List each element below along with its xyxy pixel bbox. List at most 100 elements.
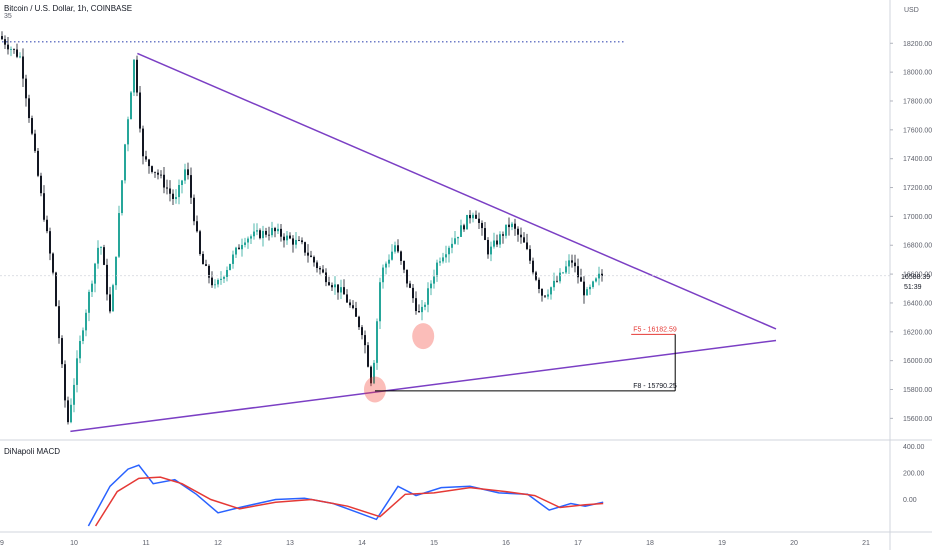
y-tick-label: 17000.00 xyxy=(903,214,932,221)
candle-body xyxy=(553,280,555,288)
candle-body xyxy=(520,234,522,238)
candle-body xyxy=(292,238,294,245)
candle-body xyxy=(592,281,594,287)
candle-body xyxy=(502,234,504,236)
candle-body xyxy=(355,308,357,317)
candle-body xyxy=(349,302,351,306)
candle-body xyxy=(370,366,372,384)
candle-body xyxy=(97,247,99,264)
candle-body xyxy=(307,252,309,256)
candle-body xyxy=(262,230,264,239)
candle-body xyxy=(322,269,324,273)
candle-body xyxy=(289,235,291,239)
candle-body xyxy=(49,231,51,254)
candle-body xyxy=(166,187,168,189)
x-tick-label: 20 xyxy=(790,540,798,547)
candle-body xyxy=(88,291,90,313)
candle-body xyxy=(139,92,141,129)
candle-body xyxy=(334,284,336,288)
candle-body xyxy=(394,245,396,252)
candle-body xyxy=(499,234,501,245)
candle-body xyxy=(271,228,273,236)
candles xyxy=(1,31,603,425)
candle-body xyxy=(157,172,159,175)
y-tick-label: 15800.00 xyxy=(903,387,932,394)
candle-body xyxy=(250,236,252,239)
candle-body xyxy=(358,316,360,328)
y-tick-label: 17800.00 xyxy=(903,98,932,105)
candle-body xyxy=(205,264,207,266)
x-tick-label: 13 xyxy=(286,540,294,547)
candle-body xyxy=(601,273,603,276)
y-tick-label: 16400.00 xyxy=(903,300,932,307)
candle-body xyxy=(79,341,81,359)
candle-body xyxy=(481,222,483,229)
candle-body xyxy=(73,384,75,405)
candle-body xyxy=(58,306,60,339)
y-tick-label: 17600.00 xyxy=(903,127,932,134)
fib-f8-label: F8 - 15790.25 xyxy=(633,383,677,390)
candle-body xyxy=(403,260,405,270)
candle-body xyxy=(211,277,213,286)
candle-body xyxy=(247,238,249,243)
candle-body xyxy=(181,180,183,185)
candle-body xyxy=(232,254,234,264)
candle-body xyxy=(202,253,204,265)
candle-body xyxy=(115,256,117,286)
candle-body xyxy=(10,48,12,50)
candle-body xyxy=(565,266,567,273)
fib-f5-label: F5 - 16182.59 xyxy=(633,326,677,333)
last-price-label: 16588.39 xyxy=(901,274,930,281)
candle-body xyxy=(85,312,87,331)
y-tick-label: 18200.00 xyxy=(903,41,932,48)
candle-body xyxy=(268,234,270,236)
candle-body xyxy=(37,150,39,176)
candle-body xyxy=(463,225,465,230)
candle-body xyxy=(361,327,363,336)
candle-body xyxy=(589,286,591,290)
candle-body xyxy=(241,244,243,250)
candle-body xyxy=(127,119,129,145)
candle-body xyxy=(427,288,429,305)
trendline-lower xyxy=(70,339,777,433)
trendline-upper xyxy=(137,52,777,330)
candle-body xyxy=(316,262,318,269)
macd-y-tick-label: 400.00 xyxy=(903,444,925,451)
candle-body xyxy=(40,175,42,194)
highlight-circle xyxy=(363,376,386,403)
candle-body xyxy=(253,231,255,237)
candle-body xyxy=(397,245,399,252)
candle-body xyxy=(199,231,201,254)
candle-body xyxy=(541,288,543,296)
candle-body xyxy=(301,240,303,243)
candle-body xyxy=(190,175,192,198)
candle-body xyxy=(577,266,579,278)
candle-body xyxy=(217,279,219,285)
candle-body xyxy=(277,228,279,232)
candle-body xyxy=(436,262,438,277)
y-tick-label: 17400.00 xyxy=(903,156,932,163)
candle-body xyxy=(376,321,378,363)
candle-body xyxy=(82,330,84,342)
x-tick-label: 9 xyxy=(0,540,4,547)
candle-body xyxy=(385,263,387,268)
candle-body xyxy=(100,247,102,248)
candle-body xyxy=(595,278,597,282)
candle-body xyxy=(568,260,570,267)
candle-body xyxy=(379,282,381,322)
x-tick-label: 21 xyxy=(862,540,870,547)
x-tick-label: 17 xyxy=(574,540,582,547)
macd-y-tick-label: 0.00 xyxy=(903,497,917,504)
candle-body xyxy=(178,184,180,198)
candle-body xyxy=(439,261,441,263)
candle-body xyxy=(25,78,27,99)
candle-body xyxy=(352,305,354,309)
candle-body xyxy=(544,295,546,297)
candle-body xyxy=(28,98,30,119)
candle-body xyxy=(328,282,330,286)
candle-body xyxy=(229,263,231,271)
candle-body xyxy=(430,283,432,289)
candle-body xyxy=(223,276,225,279)
candle-body xyxy=(559,272,561,282)
